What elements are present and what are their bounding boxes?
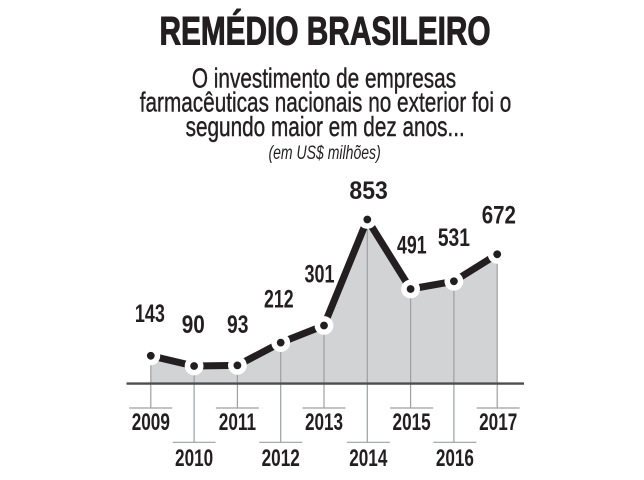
svg-text:segundo maior em dez anos...: segundo maior em dez anos... bbox=[186, 112, 465, 142]
svg-text:farmacêuticas nacionais no ext: farmacêuticas nacionais no exterior foi … bbox=[140, 88, 512, 118]
svg-text:212: 212 bbox=[264, 284, 294, 313]
svg-text:2011: 2011 bbox=[219, 409, 256, 436]
svg-text:2017: 2017 bbox=[479, 409, 517, 436]
svg-text:2012: 2012 bbox=[262, 445, 300, 472]
svg-text:491: 491 bbox=[397, 230, 427, 259]
svg-text:2015: 2015 bbox=[393, 409, 431, 436]
svg-text:2010: 2010 bbox=[175, 445, 213, 472]
svg-text:143: 143 bbox=[135, 299, 165, 328]
svg-text:853: 853 bbox=[349, 177, 387, 205]
svg-text:2016: 2016 bbox=[436, 445, 474, 472]
svg-text:672: 672 bbox=[482, 201, 516, 229]
svg-text:2009: 2009 bbox=[132, 409, 170, 436]
svg-text:(em US$ milhões): (em US$ milhões) bbox=[268, 142, 380, 164]
svg-text:531: 531 bbox=[438, 224, 470, 252]
svg-text:301: 301 bbox=[304, 259, 334, 288]
svg-text:2013: 2013 bbox=[305, 409, 343, 436]
svg-text:O investimento de empresas: O investimento de empresas bbox=[192, 64, 456, 94]
svg-text:90: 90 bbox=[182, 310, 205, 338]
svg-text:REMÉDIO BRASILEIRO: REMÉDIO BRASILEIRO bbox=[159, 8, 490, 53]
svg-text:2014: 2014 bbox=[349, 445, 387, 472]
svg-text:93: 93 bbox=[227, 311, 248, 339]
